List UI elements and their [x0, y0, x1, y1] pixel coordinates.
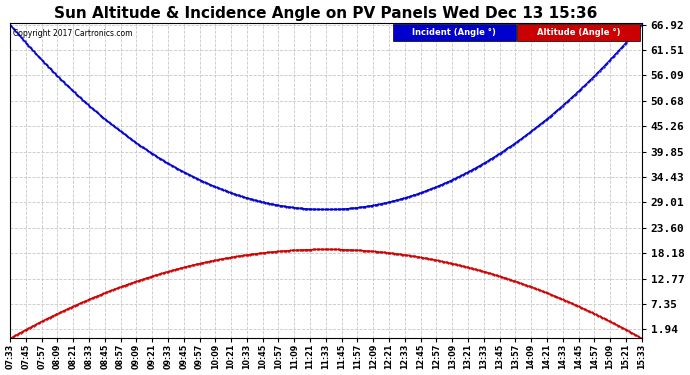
Text: Incident (Angle °): Incident (Angle °) [413, 28, 496, 37]
Text: Altitude (Angle °): Altitude (Angle °) [537, 28, 620, 37]
FancyBboxPatch shape [393, 24, 516, 41]
Text: Copyright 2017 Cartronics.com: Copyright 2017 Cartronics.com [13, 29, 132, 38]
FancyBboxPatch shape [518, 24, 640, 41]
Title: Sun Altitude & Incidence Angle on PV Panels Wed Dec 13 15:36: Sun Altitude & Incidence Angle on PV Pan… [55, 6, 598, 21]
